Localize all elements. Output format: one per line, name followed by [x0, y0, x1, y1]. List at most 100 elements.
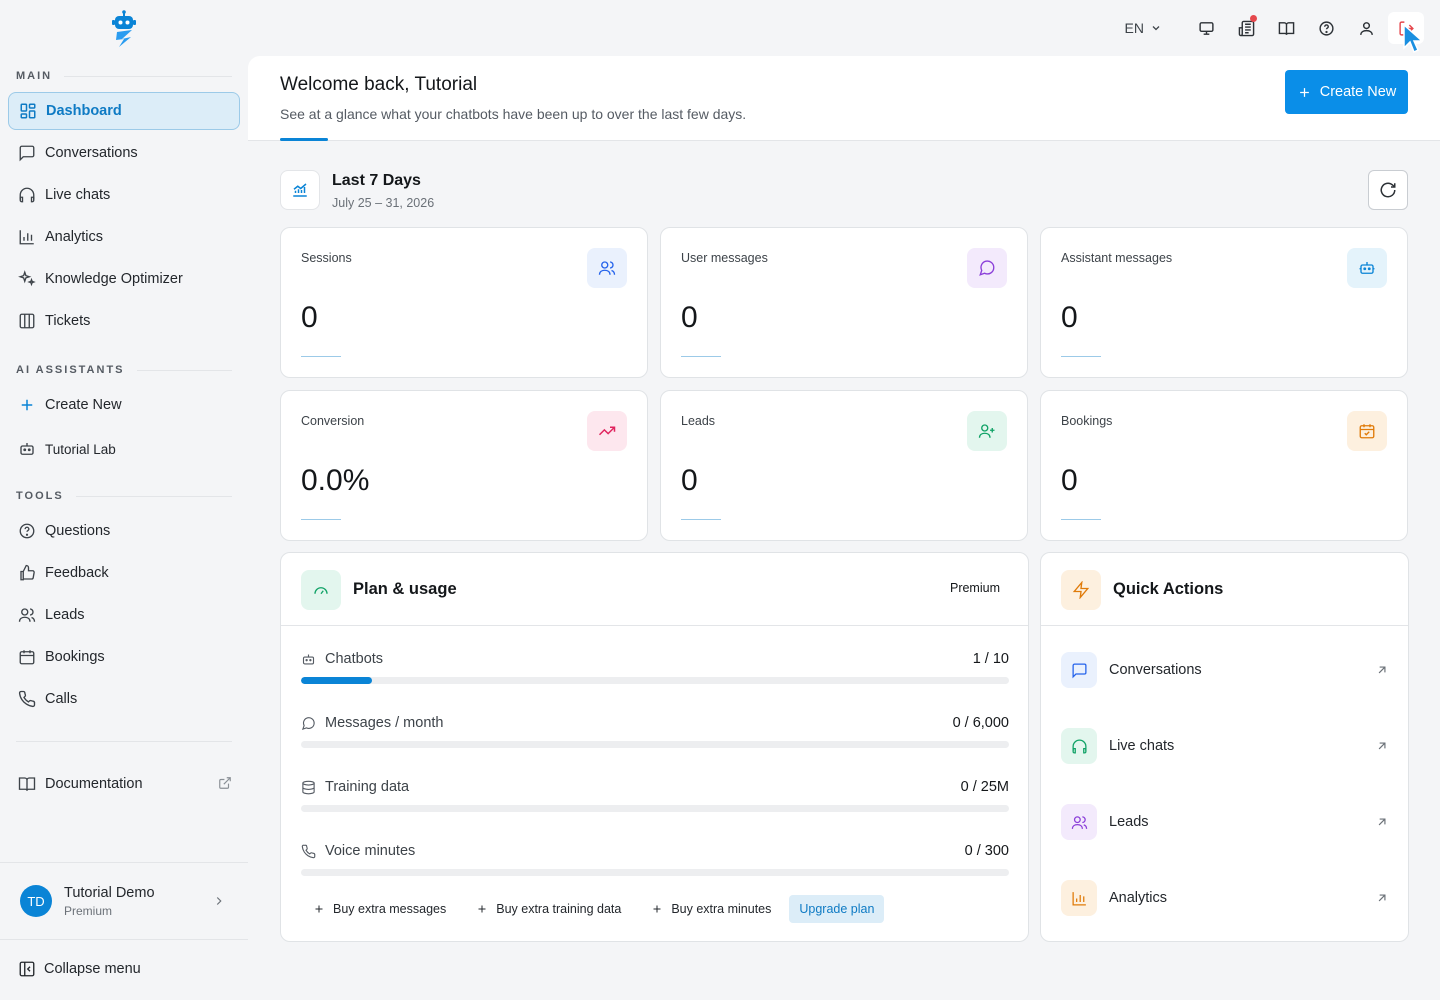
zap-icon	[1061, 570, 1101, 610]
quick-action-label: Conversations	[1109, 662, 1202, 678]
sidebar-item-tickets[interactable]: Tickets	[8, 302, 240, 340]
sidebar-collapse-icon	[18, 960, 36, 978]
buy-extra-training-data-button[interactable]: Buy extra training data	[476, 902, 621, 916]
usage-row-training-data: Training data 0 / 25M	[301, 777, 1009, 817]
stat-card-sessions: Sessions 0	[280, 227, 648, 378]
user-profile[interactable]: TD Tutorial Demo Premium	[0, 862, 248, 940]
sidebar-item-knowledge-optimizer[interactable]: Knowledge Optimizer	[8, 260, 240, 298]
sidebar-item-create-new[interactable]: Create New	[8, 386, 240, 424]
help-button[interactable]	[1308, 12, 1344, 44]
sidebar-item-label: Dashboard	[46, 103, 122, 119]
sidebar-item-feedback[interactable]: Feedback	[8, 554, 240, 592]
dashboard-icon	[19, 102, 37, 120]
stat-card-bookings: Bookings 0	[1040, 390, 1408, 541]
usage-bar-fill	[301, 677, 372, 684]
sparkles-icon	[18, 270, 36, 288]
refresh-button[interactable]	[1368, 170, 1408, 210]
topbar: EN	[1125, 12, 1424, 44]
external-link-icon	[218, 776, 232, 790]
help-circle-icon	[1318, 20, 1334, 36]
bot-logo-icon[interactable]	[108, 10, 140, 48]
stat-value: 0	[681, 301, 698, 334]
stat-value: 0	[1061, 301, 1078, 334]
buy-extra-minutes-button[interactable]: Buy extra minutes	[651, 902, 771, 916]
stat-value: 0	[301, 301, 318, 334]
sidebar-item-questions[interactable]: Questions	[8, 512, 240, 550]
sidebar-item-bookings[interactable]: Bookings	[8, 638, 240, 676]
sidebar-item-label: Knowledge Optimizer	[45, 271, 183, 287]
news-button[interactable]	[1228, 12, 1264, 44]
quick-action-analytics[interactable]: Analytics	[1061, 878, 1389, 918]
sidebar-item-dashboard[interactable]: Dashboard	[8, 92, 240, 130]
sidebar-item-label: Bookings	[45, 649, 105, 665]
sidebar-item-label: Leads	[45, 607, 85, 623]
collapse-menu-button[interactable]: Collapse menu	[18, 960, 141, 978]
calendar-check-icon	[1347, 411, 1387, 451]
stat-underline	[681, 356, 721, 357]
create-new-button[interactable]: Create New	[1285, 70, 1408, 114]
period-title: Last 7 Days	[332, 172, 421, 189]
users-icon	[1061, 804, 1097, 840]
sidebar-item-label: Analytics	[45, 229, 104, 245]
quick-action-conversations[interactable]: Conversations	[1061, 650, 1389, 690]
user-plus-icon	[967, 411, 1007, 451]
users-icon	[18, 606, 36, 624]
sidebar-item-calls[interactable]: Calls	[8, 680, 240, 718]
sidebar-item-conversations[interactable]: Conversations	[8, 134, 240, 172]
upgrade-plan-button[interactable]: Upgrade plan	[789, 895, 885, 923]
monitor-icon	[1198, 21, 1214, 35]
plan-usage-card: Plan & usage Premium Chatbots 1 / 10 Mes…	[280, 552, 1029, 942]
quick-action-label: Leads	[1109, 814, 1149, 830]
stat-label: Sessions	[301, 251, 352, 265]
usage-value: 1 / 10	[972, 651, 1009, 667]
docs-button[interactable]	[1268, 12, 1304, 44]
database-icon	[301, 780, 316, 795]
card-title: Quick Actions	[1113, 580, 1224, 598]
stat-value: 0	[1061, 464, 1078, 497]
sidebar-item-label: Feedback	[45, 565, 109, 581]
card-title: Plan & usage	[353, 580, 457, 598]
sidebar-item-label: Documentation	[45, 776, 143, 792]
sidebar-item-tutorial-lab[interactable]: Tutorial Lab	[8, 430, 240, 468]
usage-bar	[301, 869, 1009, 876]
sidebar-item-leads[interactable]: Leads	[8, 596, 240, 634]
arrow-up-right-icon	[1375, 739, 1389, 753]
sidebar-item-label: Conversations	[45, 145, 138, 161]
usage-bar	[301, 677, 1009, 684]
sidebar-item-documentation[interactable]: Documentation	[8, 765, 240, 803]
message-circle-icon	[967, 248, 1007, 288]
account-button[interactable]	[1348, 12, 1384, 44]
buy-extra-messages-button[interactable]: Buy extra messages	[313, 902, 446, 916]
chevron-right-icon	[212, 894, 226, 908]
usage-label: Training data	[325, 779, 410, 795]
stat-value: 0	[681, 464, 698, 497]
quick-action-live-chats[interactable]: Live chats	[1061, 726, 1389, 766]
stat-label: Leads	[681, 414, 716, 428]
section-label-main: MAIN	[16, 70, 232, 82]
sidebar-item-analytics[interactable]: Analytics	[8, 218, 240, 256]
collapse-menu-label: Collapse menu	[44, 961, 141, 977]
arrow-up-right-icon	[1375, 663, 1389, 677]
bot-icon	[301, 652, 316, 667]
sidebar-item-label: Create New	[45, 397, 122, 413]
avatar: TD	[20, 885, 52, 917]
usage-label: Messages / month	[325, 715, 444, 731]
language-select[interactable]: EN	[1125, 20, 1162, 36]
buy-label: Buy extra messages	[333, 902, 447, 916]
plus-icon	[18, 396, 36, 414]
sidebar-item-label: Questions	[45, 523, 111, 539]
news-icon	[1238, 20, 1254, 36]
monitor-button[interactable]	[1188, 12, 1224, 44]
sidebar-item-live-chats[interactable]: Live chats	[8, 176, 240, 214]
quick-action-leads[interactable]: Leads	[1061, 802, 1389, 842]
stat-label: Assistant messages	[1061, 251, 1173, 265]
header-underline	[280, 138, 328, 141]
message-circle-icon	[301, 716, 316, 731]
notification-dot	[1250, 15, 1257, 22]
users-icon	[587, 248, 627, 288]
arrow-up-right-icon	[1375, 891, 1389, 905]
chart-line-icon	[293, 183, 307, 197]
bar-chart-icon	[18, 228, 36, 246]
stat-underline	[301, 519, 341, 520]
page-subtitle: See at a glance what your chatbots have …	[280, 106, 747, 122]
